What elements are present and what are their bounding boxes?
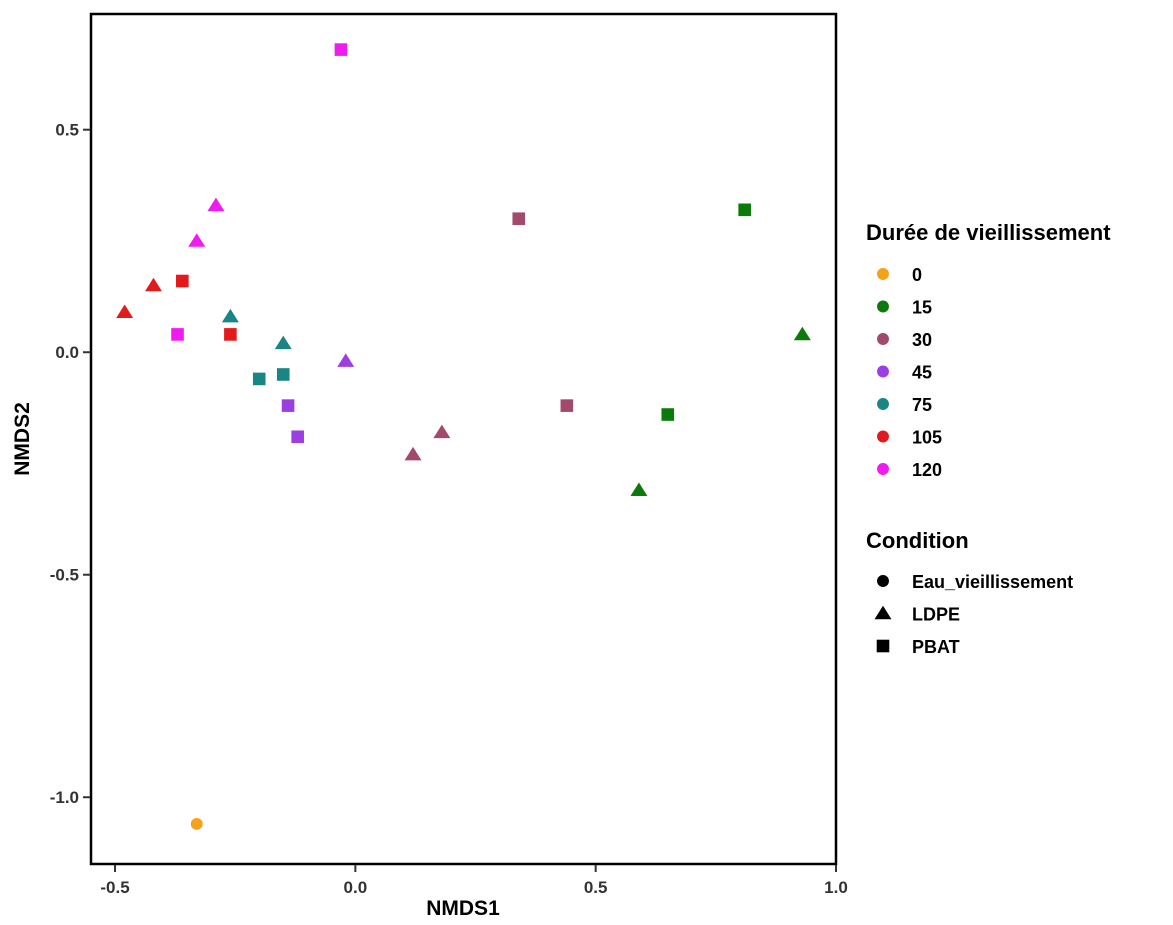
shape-legend-key xyxy=(876,639,890,653)
data-point xyxy=(176,274,189,288)
data-point xyxy=(116,304,134,318)
color-legend-label: 105 xyxy=(912,428,942,448)
shape-legend-label: PBAT xyxy=(912,637,960,657)
data-point xyxy=(630,482,648,496)
color-legend-label: 30 xyxy=(912,330,932,350)
x-tick-label: -0.5 xyxy=(100,878,129,897)
y-tick-label: -0.5 xyxy=(50,566,79,585)
data-point xyxy=(207,197,225,212)
shape-legend: Condition Eau_vieillissement LDPE PBAT xyxy=(866,528,1073,657)
data-point xyxy=(188,233,206,247)
color-legend-key xyxy=(877,463,889,475)
x-axis-title: NMDS1 xyxy=(426,897,500,920)
data-point xyxy=(433,424,451,439)
x-axis: -0.5 0.0 0.5 1.0 xyxy=(100,865,848,897)
color-legend-key xyxy=(877,398,889,410)
x-tick-label: 0.5 xyxy=(584,878,608,897)
x-tick-label: 1.0 xyxy=(824,878,848,897)
color-legend-key xyxy=(877,268,889,280)
color-legend-key xyxy=(877,300,889,313)
data-point xyxy=(281,399,295,412)
y-tick-label: 0.5 xyxy=(55,121,79,140)
data-point xyxy=(224,328,237,341)
data-point xyxy=(512,212,526,226)
data-point xyxy=(560,399,574,412)
shape-legend-title: Condition xyxy=(866,528,969,553)
shape-legend-label: Eau_vieillissement xyxy=(912,572,1073,592)
shape-legend-key xyxy=(874,605,892,620)
data-point xyxy=(221,308,239,323)
color-legend-key xyxy=(877,430,889,443)
shape-legend-key xyxy=(877,575,889,587)
data-point xyxy=(661,408,675,421)
data-point xyxy=(291,430,304,444)
data-point xyxy=(337,353,355,367)
color-legend-label: 0 xyxy=(912,265,922,285)
color-legend-title: Durée de vieillissement xyxy=(866,220,1111,245)
color-legend-label: 120 xyxy=(912,460,942,480)
color-legend-label: 15 xyxy=(912,298,932,318)
color-legend: Durée de vieillissement 0 15 30 45 75 105 120 xyxy=(866,220,1111,480)
y-axis: -1.0 -0.5 0.0 0.5 xyxy=(50,121,90,807)
data-point xyxy=(738,203,751,217)
data-point xyxy=(171,328,184,341)
x-tick-label: 0.0 xyxy=(344,878,368,897)
plot-panel xyxy=(89,12,838,866)
y-axis-title: NMDS2 xyxy=(11,402,34,476)
data-point xyxy=(404,446,422,461)
data-points xyxy=(116,43,811,830)
data-point xyxy=(252,372,266,386)
shape-legend-label: LDPE xyxy=(912,605,960,625)
y-tick-label: -1.0 xyxy=(50,788,79,807)
color-legend-label: 45 xyxy=(912,363,932,383)
color-legend-label: 75 xyxy=(912,395,932,415)
y-tick-label: 0.0 xyxy=(55,343,79,362)
data-point xyxy=(793,326,811,341)
data-point xyxy=(334,43,348,56)
color-legend-key xyxy=(877,365,889,378)
data-point xyxy=(274,335,292,350)
data-point xyxy=(190,817,203,830)
data-point xyxy=(276,368,290,381)
data-point xyxy=(145,277,162,292)
color-legend-key xyxy=(877,333,889,345)
